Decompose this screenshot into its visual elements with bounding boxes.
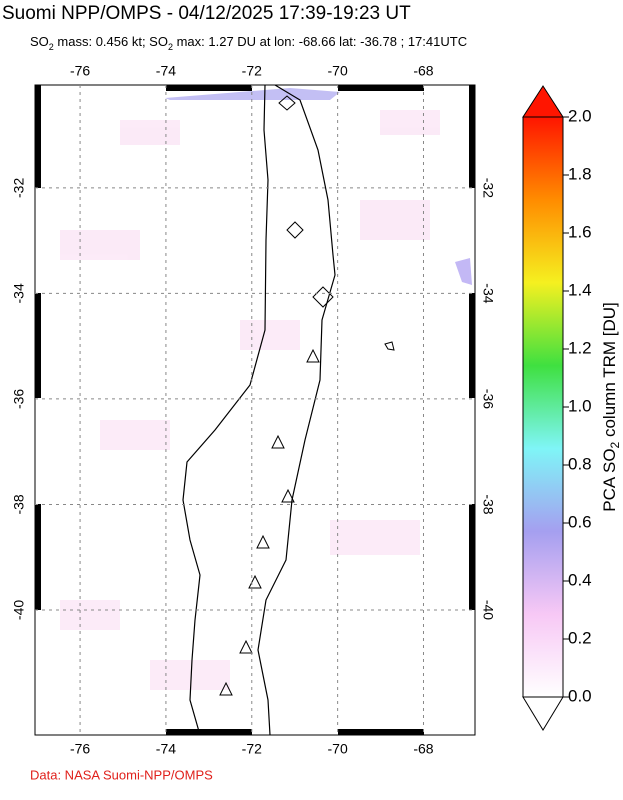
colorbar-tick-label: 1.6: [568, 222, 592, 241]
colorbar-tick-label: 1.0: [568, 396, 592, 415]
x-tick-label: -74: [156, 741, 176, 757]
y-tick-label: -38: [480, 494, 496, 514]
y-tick-label: -36: [11, 389, 27, 409]
subtitle-part: SO: [30, 34, 49, 49]
colorbar-tick-label: 0.8: [568, 454, 592, 473]
lake: [384, 341, 395, 351]
colorbar-tick-label: 1.8: [568, 164, 592, 183]
x-tick-label: -74: [156, 63, 176, 79]
so2-pixels: [455, 258, 472, 285]
subtitle: SO2 mass: 0.456 kt; SO2 max: 1.27 DU at …: [30, 34, 467, 52]
y-tick-label: -36: [480, 389, 496, 409]
y-tick-label: -34: [480, 283, 496, 303]
subtitle-part: max: 1.27 DU at lon: -68.66 lat: -36.78 …: [173, 34, 467, 49]
colorbar-tick-label: 0.2: [568, 628, 592, 647]
colorbar-tick-label: 0.0: [568, 686, 592, 705]
y-tick-label: -40: [480, 600, 496, 620]
subscript: 2: [168, 42, 173, 52]
y-tick-label: -32: [480, 178, 496, 198]
y-tick-label: -38: [11, 494, 27, 514]
colorbar-tick-label: 1.2: [568, 338, 592, 357]
x-tick-label: -76: [70, 741, 90, 757]
y-tick-label: -32: [11, 178, 27, 198]
x-tick-label: -68: [413, 741, 433, 757]
colorbar-tick-label: 2.0: [568, 106, 592, 125]
map: [35, 85, 475, 735]
subscript: 2: [608, 441, 622, 448]
credit: Data: NASA Suomi-NPP/OMPS: [30, 767, 213, 782]
label-part: column TRM [DU]: [600, 302, 619, 442]
x-tick-label: -70: [328, 63, 348, 79]
x-tick-label: -76: [70, 63, 90, 79]
x-tick-label: -72: [242, 741, 262, 757]
colorbar-tick-label: 1.4: [568, 280, 592, 299]
y-tick-label: -40: [11, 600, 27, 620]
x-tick-label: -70: [328, 741, 348, 757]
so2-pixels: [165, 88, 340, 100]
x-tick-label: -72: [242, 63, 262, 79]
frame-segments: [35, 85, 475, 735]
title: Suomi NPP/OMPS - 04/12/2025 17:39-19:23 …: [2, 3, 411, 24]
colorbar: [522, 116, 564, 698]
label-part: PCA SO: [600, 448, 619, 511]
x-tick-label: -68: [413, 63, 433, 79]
map-frame: [34, 84, 476, 736]
border: [257, 85, 336, 735]
coastline: [182, 85, 269, 735]
colorbar-tick-label: 0.4: [568, 570, 592, 589]
map-background: [35, 85, 475, 735]
frame-border: [34, 84, 476, 736]
colorbar-tick-label: 0.6: [568, 512, 592, 531]
so2-pixels: [60, 110, 440, 690]
colorbar-label: PCA SO2 column TRM [DU]: [600, 302, 622, 512]
subtitle-part: mass: 0.456 kt; SO: [54, 34, 168, 49]
colorbar-min-arrow: [522, 696, 564, 731]
subscript: 2: [49, 42, 54, 52]
colorbar-max-arrow: [522, 85, 564, 118]
y-tick-label: -34: [11, 283, 27, 303]
